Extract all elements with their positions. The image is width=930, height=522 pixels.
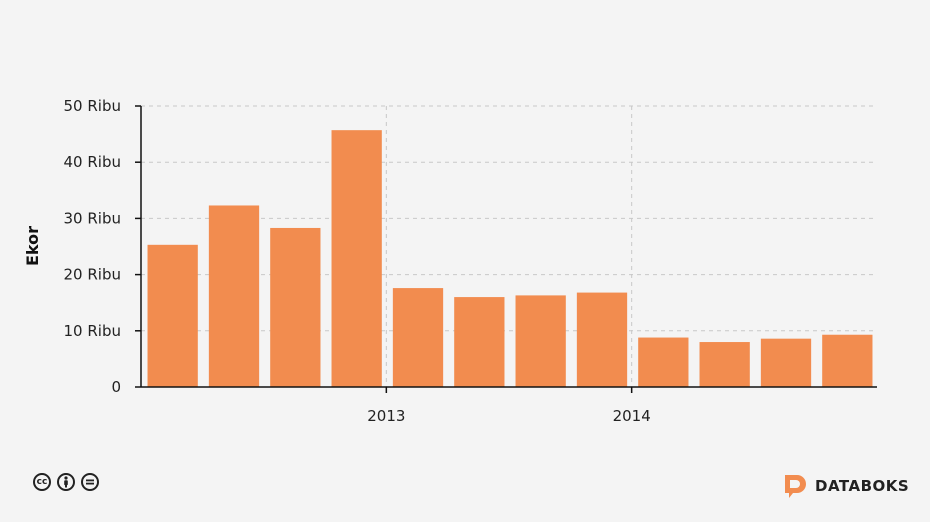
bar[interactable]: [699, 342, 750, 387]
y-tick-label: 20 Ribu: [64, 266, 121, 284]
x-tick-label: 2013: [367, 407, 405, 425]
x-tick-label: 2014: [613, 407, 651, 425]
x-tick-labels: 2013 2014: [367, 387, 651, 425]
y-tick-label: 10 Ribu: [64, 322, 121, 340]
bar[interactable]: [515, 295, 566, 387]
bar[interactable]: [392, 288, 444, 387]
bar[interactable]: [760, 338, 812, 387]
y-tick-label: 0: [111, 378, 121, 396]
bar[interactable]: [638, 337, 689, 387]
databoks-logo-icon: [785, 475, 806, 498]
y-axis-label: Ekor: [23, 226, 42, 266]
axes: [140, 106, 877, 388]
bar[interactable]: [822, 334, 873, 387]
license-icons: cc: [33, 473, 99, 491]
y-tick-label: 30 Ribu: [64, 209, 121, 227]
bar[interactable]: [454, 297, 505, 387]
y-tick-label: 40 Ribu: [64, 153, 121, 171]
bars: [147, 130, 873, 387]
brand-name: DATABOKS: [815, 477, 910, 495]
gridlines: [141, 105, 877, 387]
y-tick-label: 50 Ribu: [64, 97, 121, 115]
bar[interactable]: [576, 292, 628, 387]
bar[interactable]: [270, 227, 321, 387]
y-tick-labels: 0 10 Ribu 20 Ribu 30 Ribu 40 Ribu 50 Ribu: [64, 97, 141, 396]
brand-logo: DATABOKS: [783, 473, 909, 499]
bar[interactable]: [208, 205, 260, 387]
bar[interactable]: [147, 244, 198, 387]
cc-icon: cc: [33, 473, 51, 491]
by-icon: [57, 473, 75, 491]
nd-icon: [81, 473, 99, 491]
bar[interactable]: [331, 130, 382, 387]
